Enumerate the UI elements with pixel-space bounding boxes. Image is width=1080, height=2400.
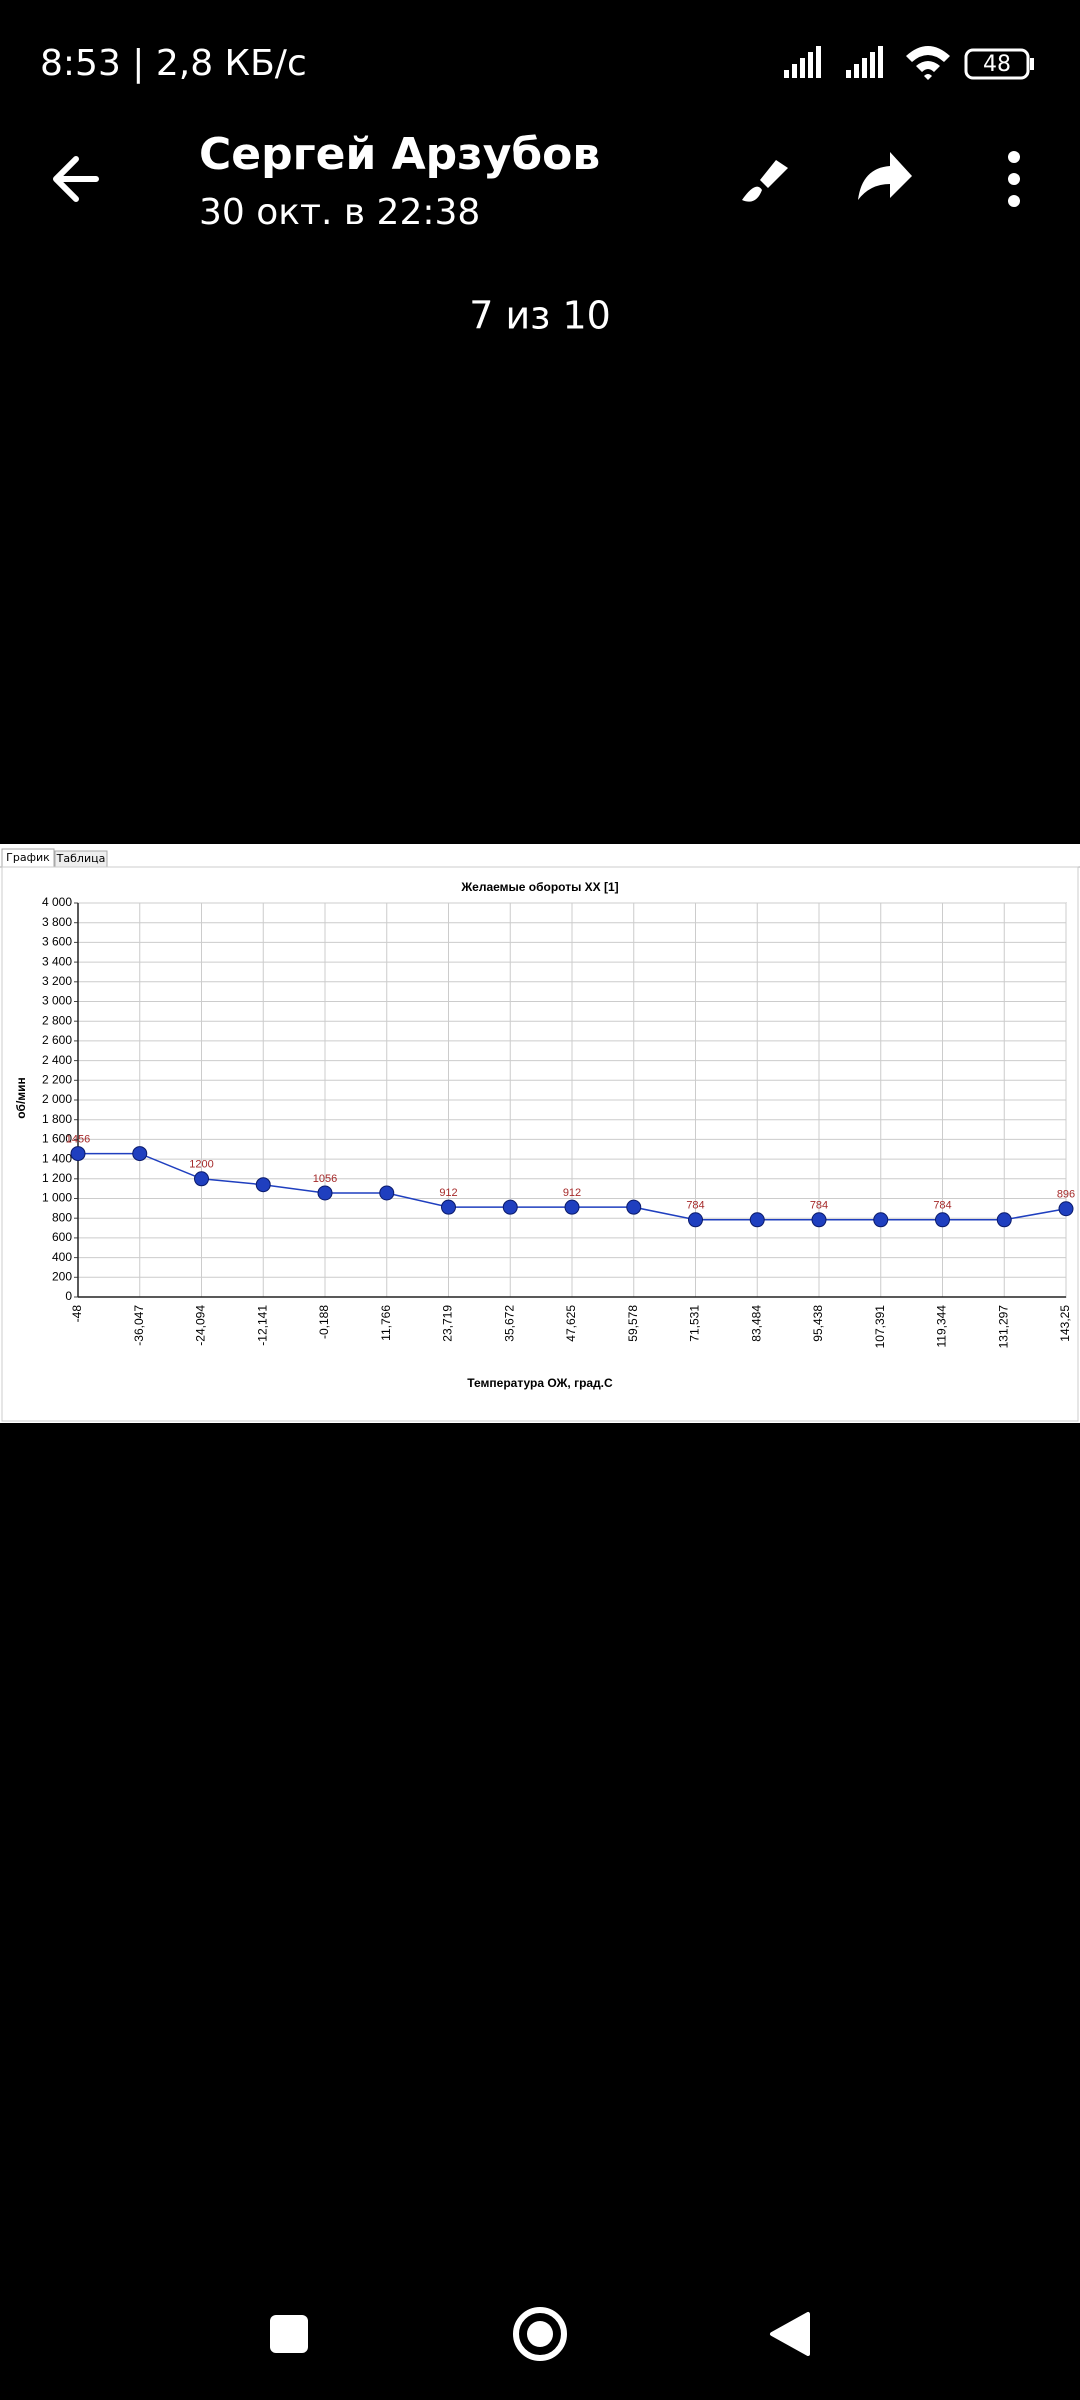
- y-tick-label: 400: [52, 1250, 72, 1264]
- tab-label[interactable]: График: [6, 851, 50, 864]
- x-tick-label: 47,625: [564, 1305, 578, 1342]
- x-tick-label: -48: [70, 1305, 84, 1323]
- data-label: 912: [439, 1187, 457, 1199]
- edit-button[interactable]: [742, 160, 788, 202]
- y-tick-label: 2 600: [42, 1033, 72, 1047]
- data-point: [194, 1171, 209, 1187]
- data-point: [255, 1177, 271, 1193]
- frame: [1, 866, 1079, 1422]
- data-label: 1456: [66, 1133, 90, 1145]
- sent-date: 30 окт. в 22:38: [199, 192, 480, 233]
- x-tick-label: 131,297: [996, 1305, 1010, 1349]
- data-point: [70, 1146, 86, 1162]
- x-tick-label: 23,719: [441, 1305, 455, 1342]
- y-tick-label: 1 000: [42, 1191, 72, 1205]
- y-tick-label: 1 400: [42, 1151, 72, 1165]
- sender-name: Сергей Арзубов: [199, 129, 600, 180]
- data-point: [317, 1185, 333, 1201]
- y-tick-label: 200: [52, 1269, 72, 1283]
- y-axis-label: об/мин: [14, 1077, 28, 1119]
- y-tick-label: 4 000: [42, 895, 72, 909]
- data-label: 784: [933, 1200, 951, 1212]
- data-point: [935, 1212, 950, 1228]
- y-tick-label: 2 000: [42, 1092, 72, 1106]
- home-button[interactable]: [513, 2307, 567, 2361]
- data-label: 896: [1057, 1189, 1075, 1201]
- x-tick-label: 119,344: [935, 1305, 949, 1348]
- x-tick-label: -24,094: [194, 1305, 208, 1346]
- x-tick-label: 71,531: [688, 1305, 702, 1342]
- x-tick-label: 107,391: [873, 1305, 887, 1349]
- x-tick-label: 83,484: [749, 1305, 763, 1342]
- x-tick-label: 59,578: [626, 1305, 640, 1342]
- x-tick-label: 11,766: [379, 1305, 393, 1341]
- data-label: 1056: [313, 1173, 337, 1185]
- battery: [964, 48, 1030, 80]
- home-dot: [527, 2321, 553, 2347]
- y-tick-label: 3 400: [42, 954, 72, 968]
- data-point: [873, 1212, 889, 1228]
- chart-title: Желаемые обороты ХХ [1]: [460, 880, 618, 894]
- y-tick-label: 3 000: [42, 994, 72, 1008]
- signal-icons: [784, 46, 950, 80]
- data-point: [379, 1185, 395, 1201]
- data-point: [1058, 1201, 1074, 1217]
- y-tick-label: 2 800: [42, 1013, 72, 1027]
- x-tick-label: -36,047: [132, 1305, 146, 1346]
- y-tick-label: 2 400: [42, 1053, 72, 1067]
- back-button[interactable]: [53, 156, 99, 202]
- x-axis-label: Температура ОЖ, град.С: [467, 1376, 613, 1390]
- recents-button[interactable]: [270, 2315, 308, 2353]
- data-label: 784: [810, 1200, 828, 1212]
- data-point: [749, 1212, 765, 1228]
- y-tick-label: 600: [52, 1230, 72, 1244]
- y-tick-label: 3 600: [42, 935, 72, 949]
- x-tick-label: 143,25: [1058, 1305, 1072, 1342]
- y-tick-label: 1 200: [42, 1171, 72, 1185]
- chart: Желаемые обороты ХХ [1] об/мин Температу…: [14, 880, 1075, 1390]
- y-tick-label: 800: [52, 1210, 72, 1224]
- y-tick-label: 2 200: [42, 1072, 72, 1086]
- data-point: [996, 1212, 1012, 1228]
- status-time: 8:53 | 2,8 КБ/с: [40, 43, 307, 84]
- data-point: [811, 1212, 827, 1228]
- menu-button[interactable]: [1008, 151, 1020, 207]
- y-tick-label: 1 800: [42, 1112, 72, 1126]
- photo-counter: 7 из 10: [469, 294, 611, 338]
- back-nav-button[interactable]: [770, 2312, 810, 2356]
- y-tick-label: 1 600: [42, 1132, 72, 1146]
- x-tick-label: -0,188: [317, 1305, 331, 1339]
- x-tick-label: 35,672: [502, 1305, 516, 1342]
- y-tick-label: 3 800: [42, 915, 72, 929]
- data-point: [441, 1199, 456, 1215]
- share-button[interactable]: [858, 152, 912, 200]
- battery-tip: [1030, 58, 1034, 70]
- x-tick-label: 95,438: [811, 1305, 825, 1342]
- data-point: [688, 1212, 703, 1228]
- battery-level: 48: [983, 52, 1011, 77]
- x-tick-label: -12,141: [255, 1305, 269, 1346]
- y-tick-label: 3 200: [42, 974, 72, 988]
- data-point: [132, 1146, 148, 1162]
- data-label: 912: [563, 1187, 581, 1199]
- y-tick-label: 0: [65, 1289, 72, 1303]
- data-point: [564, 1199, 580, 1215]
- data-label: 784: [686, 1200, 704, 1212]
- data-point: [502, 1199, 518, 1215]
- data-label: 1200: [189, 1159, 213, 1171]
- tab-label[interactable]: Таблица: [56, 852, 106, 865]
- data-point: [626, 1199, 642, 1215]
